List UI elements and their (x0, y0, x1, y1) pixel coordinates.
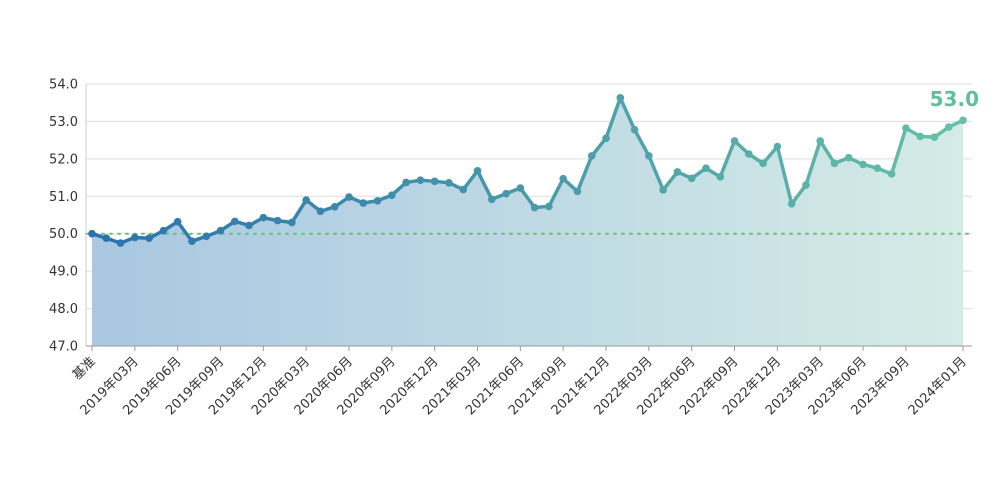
data-point (116, 239, 125, 247)
x-tick-label: 基准 (70, 354, 99, 383)
data-point (302, 196, 310, 204)
y-tick-label: 51.0 (49, 190, 78, 205)
data-point (159, 226, 168, 235)
data-point (131, 233, 139, 242)
data-point (559, 174, 567, 183)
data-point (616, 94, 625, 102)
data-point (545, 202, 553, 211)
data-point (830, 159, 839, 168)
y-tick-label: 52.0 (49, 152, 78, 167)
data-point (173, 217, 182, 226)
data-point (216, 226, 225, 235)
data-point (687, 174, 696, 183)
data-point (730, 137, 739, 145)
data-point (659, 186, 667, 194)
data-point (516, 184, 525, 192)
data-point (573, 187, 582, 196)
data-point (88, 229, 96, 238)
data-point (887, 170, 896, 178)
data-point (645, 152, 653, 160)
data-point (716, 173, 725, 181)
data-point (816, 137, 825, 145)
y-axis: 47.0 48.0 49.0 50.0 51.0 52.0 53.0 54.0 (49, 78, 87, 355)
x-axis: 基准2019年03月2019年06月2019年09月2019年12月2020年0… (70, 345, 972, 418)
data-point (587, 152, 596, 160)
data-point (416, 176, 425, 184)
data-point (502, 189, 510, 198)
data-point (230, 217, 239, 226)
data-point (359, 199, 368, 207)
data-point (188, 237, 196, 245)
data-point (745, 150, 753, 158)
data-point (873, 164, 882, 173)
data-point (288, 218, 296, 227)
data-point (844, 153, 853, 162)
data-point (930, 133, 939, 141)
data-point (602, 134, 610, 143)
data-point (430, 177, 439, 186)
data-point (787, 199, 796, 208)
data-point (630, 125, 639, 134)
data-point (345, 193, 353, 201)
data-point (773, 142, 782, 151)
data-point (530, 203, 539, 212)
data-points (88, 94, 967, 247)
data-point (145, 234, 153, 243)
y-tick-label: 54.0 (49, 78, 78, 93)
data-point (445, 179, 453, 187)
data-point (944, 123, 953, 131)
data-point (388, 191, 396, 199)
data-point (273, 216, 282, 225)
area-fill (92, 97, 963, 346)
data-point (916, 132, 924, 141)
data-point (802, 181, 810, 189)
data-point (373, 196, 382, 205)
data-point (102, 234, 111, 243)
data-point (473, 167, 482, 175)
data-point (402, 178, 410, 187)
x-tick-label: 2024年01月 (906, 354, 970, 418)
data-point (959, 116, 967, 125)
data-point (673, 168, 682, 176)
y-tick-label: 50.0 (49, 227, 78, 242)
data-point (902, 124, 910, 132)
data-point (759, 159, 767, 168)
y-tick-label: 48.0 (49, 302, 78, 317)
data-point (330, 202, 339, 211)
data-point (702, 164, 710, 173)
y-tick-label: 49.0 (49, 265, 78, 280)
data-point (459, 185, 468, 194)
area-fill-layer (92, 97, 963, 346)
data-point (245, 221, 253, 230)
y-tick-label: 53.0 (49, 115, 78, 130)
data-point (202, 232, 211, 241)
data-point (259, 213, 268, 222)
data-point (488, 195, 496, 204)
y-tick-label: 47.0 (49, 340, 78, 355)
data-point (859, 160, 867, 169)
last-value-label: 53.0 (930, 87, 979, 111)
data-point (316, 207, 325, 216)
